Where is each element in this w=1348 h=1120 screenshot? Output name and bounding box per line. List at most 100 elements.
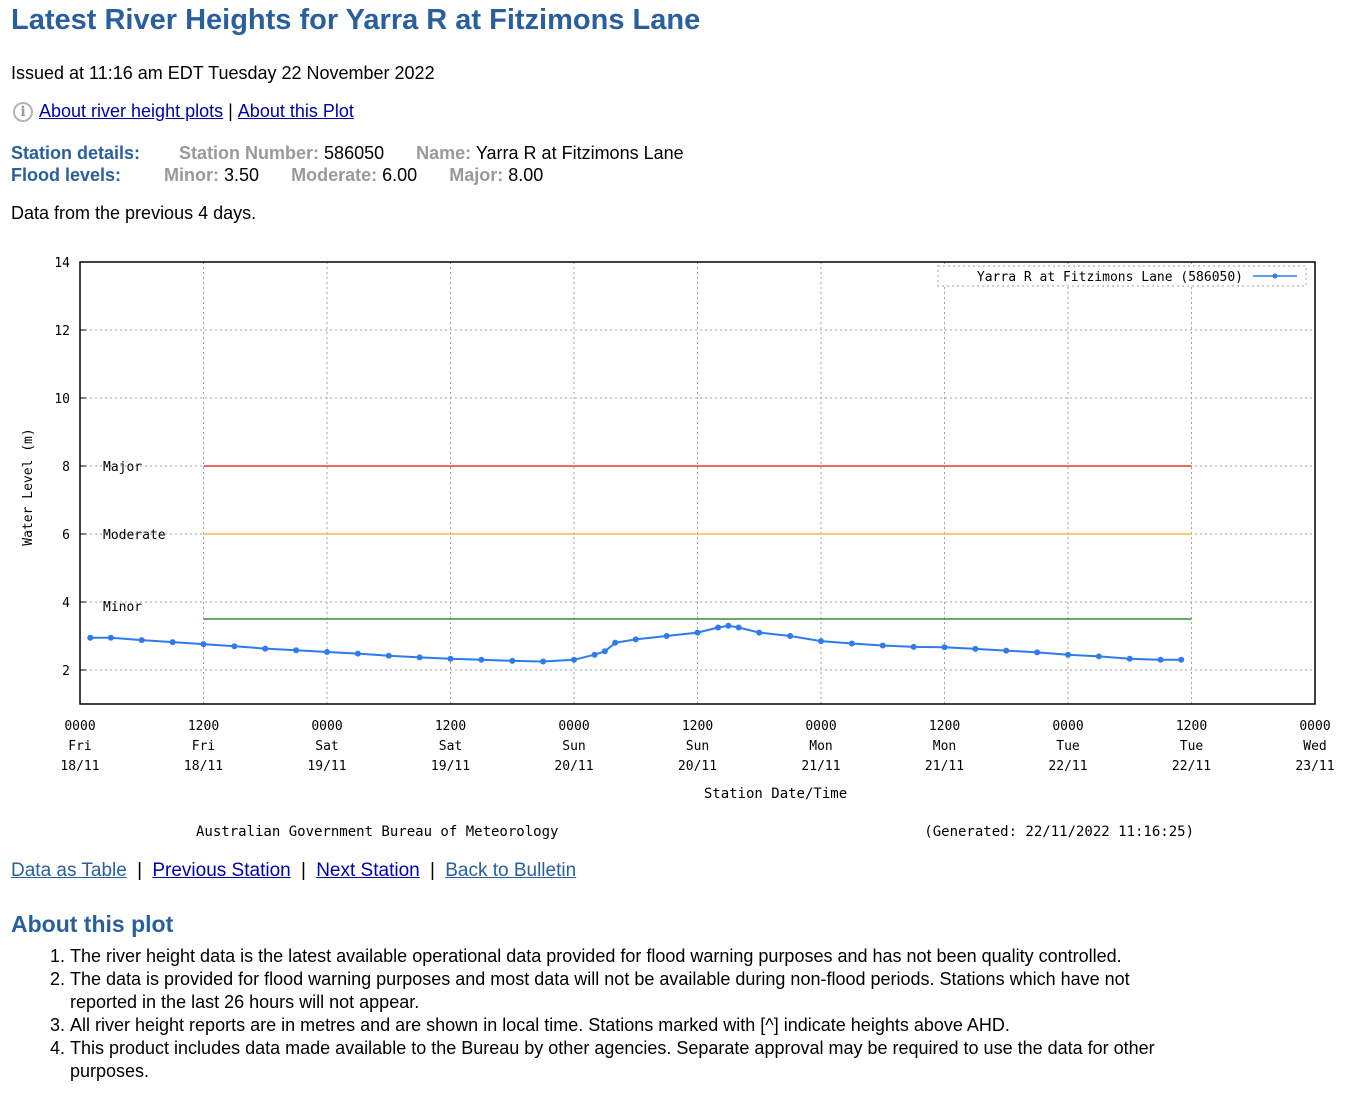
minor-key: Minor: [164, 165, 219, 185]
flood-level-label: Major [103, 460, 142, 475]
previous-station-link[interactable]: Previous Station [152, 860, 291, 881]
x-tick-label: 20/11 [554, 759, 593, 774]
x-tick-label: 21/11 [925, 759, 964, 774]
back-to-bulletin-link[interactable]: Back to Bulletin [445, 860, 577, 881]
x-tick-label: Sat [439, 739, 462, 754]
data-point [138, 637, 145, 644]
station-number-value: 586050 [324, 143, 385, 163]
data-point [632, 636, 639, 643]
data-point [1126, 655, 1133, 662]
data-point [293, 647, 300, 654]
data-point [848, 640, 855, 647]
y-tick-label: 12 [54, 324, 70, 339]
data-point [385, 652, 392, 659]
data-point [447, 655, 454, 662]
x-tick-label: Sun [562, 739, 585, 754]
chart-footer-generated: (Generated: 22/11/2022 11:16:25) [924, 824, 1194, 840]
top-links: i About river height plots | About this … [11, 101, 354, 122]
y-tick-label: 10 [54, 392, 70, 407]
about-item: This product includes data made availabl… [70, 1037, 1190, 1083]
data-point [416, 654, 423, 661]
link-separator: | [429, 860, 435, 881]
data-point [735, 624, 742, 631]
x-tick-label: 18/11 [60, 759, 99, 774]
data-point [354, 650, 361, 657]
data-point [941, 644, 948, 651]
station-name-key: Name: [416, 143, 472, 163]
flood-level-label: Minor [103, 600, 142, 615]
x-tick-label: Wed [1303, 739, 1326, 754]
flood-level-label: Moderate [103, 528, 166, 543]
x-tick-label: 0000 [311, 719, 342, 734]
data-point [787, 633, 794, 639]
data-point [1095, 653, 1102, 660]
x-tick-label: 1200 [435, 719, 466, 734]
about-river-height-plots-link[interactable]: About river height plots [39, 101, 224, 121]
about-item: The river height data is the latest avai… [70, 945, 1190, 968]
link-separator: | [137, 860, 143, 881]
moderate-value: 6.00 [382, 165, 418, 185]
data-point [1157, 656, 1164, 663]
station-details: Station details: Station Number: 586050 … [11, 142, 684, 186]
data-point [200, 641, 207, 648]
x-tick-label: Tue [1180, 739, 1204, 754]
about-item: All river height reports are in metres a… [70, 1014, 1190, 1037]
x-tick-label: Mon [933, 739, 956, 754]
x-tick-label: 23/11 [1295, 759, 1334, 774]
about-plot-heading: About this plot [11, 911, 174, 937]
x-tick-label: 19/11 [307, 759, 346, 774]
y-axis-title: Water Level (m) [21, 428, 36, 545]
about-item: The data is provided for flood warning p… [70, 968, 1190, 1014]
data-point [910, 643, 917, 650]
y-tick-label: 8 [62, 460, 70, 475]
x-tick-label: Sun [686, 739, 709, 754]
legend-label: Yarra R at Fitzimons Lane (586050) [977, 270, 1243, 285]
data-point [972, 645, 979, 652]
link-separator: | [228, 101, 233, 121]
major-value: 8.00 [508, 165, 544, 185]
data-point [571, 656, 577, 663]
data-as-table-link[interactable]: Data as Table [11, 860, 127, 881]
x-tick-label: 1200 [929, 719, 960, 734]
x-tick-label: Tue [1056, 739, 1080, 754]
y-tick-label: 4 [62, 596, 70, 611]
chart-footer-source: Australian Government Bureau of Meteorol… [196, 824, 558, 840]
data-point [1065, 651, 1071, 658]
data-point [1034, 649, 1041, 656]
minor-value: 3.50 [224, 165, 260, 185]
x-tick-label: Sat [315, 739, 338, 754]
data-point [478, 656, 485, 663]
x-tick-label: 21/11 [801, 759, 840, 774]
x-tick-label: 0000 [1052, 719, 1083, 734]
data-point [756, 629, 763, 636]
legend-marker [1272, 273, 1278, 279]
x-tick-label: 0000 [558, 719, 589, 734]
x-tick-label: 19/11 [431, 759, 470, 774]
about-plot-list: The river height data is the latest avai… [30, 945, 1190, 1083]
station-row: Station details: Station Number: 586050 … [11, 142, 684, 164]
x-tick-label: 1200 [682, 719, 713, 734]
data-point [540, 658, 547, 665]
x-tick-label: 22/11 [1048, 759, 1087, 774]
x-tick-label: 1200 [1176, 719, 1207, 734]
data-point [601, 648, 608, 655]
legend-box [937, 265, 1307, 287]
data-point [818, 638, 824, 645]
data-point [169, 639, 176, 646]
bottom-links: Data as Table | Previous Station | Next … [11, 860, 576, 882]
data-point [87, 634, 94, 641]
data-period-text: Data from the previous 4 days. [11, 203, 257, 223]
data-point [715, 624, 722, 631]
flood-levels-row: Flood levels: Minor: 3.50 Moderate: 6.00… [11, 164, 684, 186]
data-point [879, 642, 886, 649]
station-details-label: Station details: [11, 143, 141, 163]
data-point [107, 634, 114, 641]
x-tick-label: 0000 [1299, 719, 1330, 734]
about-this-plot-link[interactable]: About this Plot [237, 101, 354, 121]
river-height-chart: 2 4 6 8 10 12 14 0000 Fri 18/11 1200 Fri 18/11 0000 Sa… [21, 256, 1335, 840]
y-tick-label: 14 [54, 256, 70, 271]
data-point [509, 657, 516, 664]
station-number-key: Station Number: [179, 143, 320, 163]
page-title: Latest River Heights for Yarra R at Fitz… [11, 4, 701, 36]
next-station-link[interactable]: Next Station [316, 860, 420, 881]
